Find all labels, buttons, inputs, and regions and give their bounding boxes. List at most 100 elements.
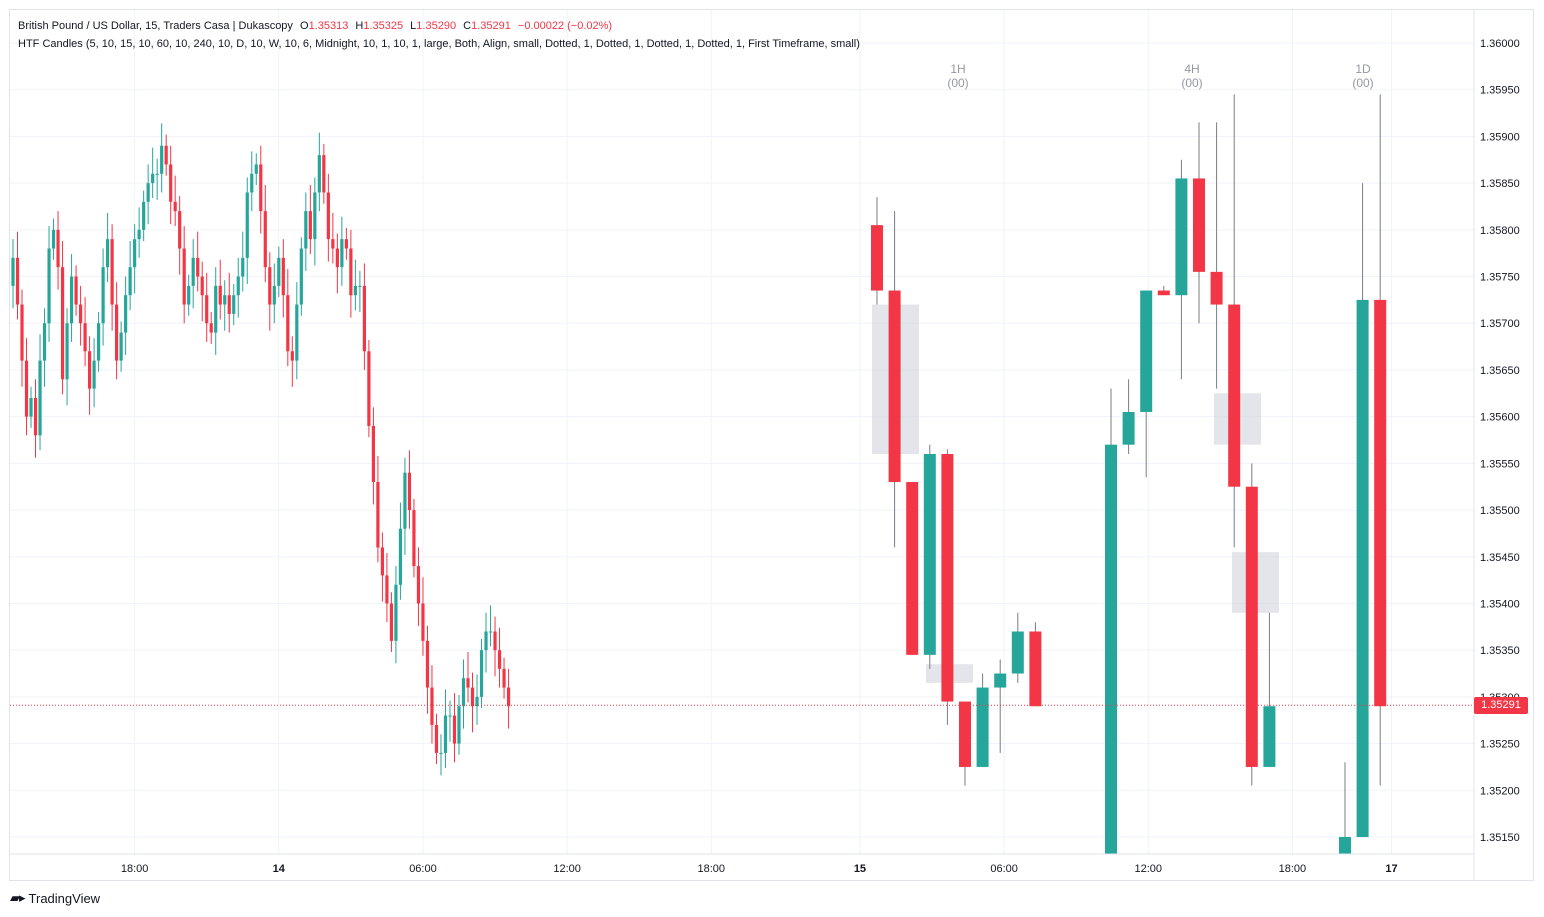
- htf-1h-candle-body: [994, 673, 1007, 688]
- candle-body: [155, 173, 159, 175]
- symbol-title: British Pound / US Dollar, 15, Traders C…: [18, 20, 293, 32]
- htf-label-title: 4H: [1184, 62, 1199, 76]
- candle-body: [353, 285, 357, 296]
- candle-body: [33, 397, 38, 436]
- candle-body: [110, 239, 114, 305]
- candle-body: [196, 257, 200, 277]
- price-tick-label: 1.36000: [1480, 38, 1520, 50]
- candle-body: [124, 295, 128, 333]
- candle-body: [290, 351, 294, 361]
- candle-body: [87, 351, 92, 389]
- price-tick-label: 1.35750: [1480, 272, 1520, 284]
- candle-body: [218, 285, 222, 305]
- htf-4h-candle-body: [1122, 411, 1135, 445]
- candle-body: [187, 285, 191, 305]
- price-tick-label: 1.35350: [1480, 645, 1520, 657]
- candle-body: [29, 397, 33, 417]
- candle-body: [254, 164, 258, 174]
- htf-1d-candle-body: [1374, 299, 1387, 707]
- candle-body: [15, 257, 20, 305]
- candle-body: [259, 164, 263, 212]
- candle-body: [349, 248, 353, 296]
- price-tick-label: 1.35900: [1480, 131, 1520, 143]
- candle-body: [502, 668, 506, 688]
- price-tick-label: 1.35850: [1480, 178, 1520, 190]
- candle-body: [407, 472, 412, 511]
- high-value: 1.35325: [363, 20, 404, 32]
- time-tick-label: 18:00: [1279, 863, 1307, 875]
- price-tick-label: 1.35400: [1480, 598, 1520, 610]
- price-tick-label: 1.35950: [1480, 85, 1520, 97]
- time-tick-label: 06:00: [409, 863, 437, 875]
- candle-body: [317, 155, 321, 193]
- candle-body: [277, 257, 281, 286]
- candle-body: [434, 724, 439, 753]
- symbol-row[interactable]: British Pound / US Dollar, 15, Traders C…: [18, 17, 860, 35]
- time-axis[interactable]: 18:00 14 06:00 12:00 18:00 15 06:00 12:00 18:00 1…: [10, 853, 1474, 875]
- candle-body: [439, 752, 443, 754]
- candle-body: [205, 295, 209, 324]
- htf-candles: [871, 94, 1387, 854]
- candle-body: [200, 276, 204, 296]
- candle-body: [20, 304, 24, 361]
- candle-body: [245, 192, 249, 258]
- candle-body: [169, 164, 173, 202]
- tradingview-logo-icon: ▰▸: [10, 890, 26, 905]
- candle-body: [241, 257, 245, 277]
- candle-body: [281, 257, 285, 296]
- candle-body: [371, 425, 375, 483]
- close-label: C: [463, 20, 472, 32]
- candle-body: [475, 696, 479, 707]
- chart-frame: [9, 9, 1534, 881]
- candle-body: [83, 323, 87, 352]
- price-tick-label: 1.35700: [1480, 318, 1520, 330]
- htf-4h-candle-body: [1140, 290, 1153, 412]
- candle-body: [65, 323, 69, 380]
- htf-4h-candle-body: [1263, 706, 1276, 767]
- candle-body: [430, 687, 434, 725]
- time-tick-label: 12:00: [553, 863, 581, 875]
- change-value: −0.00022 (−0.02%): [517, 20, 613, 32]
- htf-1d-candle-body: [1356, 299, 1369, 838]
- candle-body: [78, 304, 83, 324]
- candle-body: [106, 239, 110, 268]
- tradingview-logo[interactable]: ▰▸ TradingView: [10, 890, 100, 906]
- candle-body: [263, 211, 267, 268]
- candle-body: [96, 323, 101, 361]
- candle-body: [326, 192, 330, 240]
- low-value: 1.35290: [416, 20, 457, 32]
- htf-4h-candle-body: [1175, 178, 1188, 296]
- candle-body: [164, 145, 168, 165]
- candle-body: [385, 575, 389, 604]
- candle-body: [358, 285, 362, 287]
- candle-body: [443, 715, 448, 753]
- price-axis[interactable]: 1.36000 1.35950 1.35900 1.35850 1.35800 1.357…: [1473, 10, 1520, 880]
- candle-body: [295, 304, 299, 361]
- candle-body: [42, 323, 47, 361]
- candle-body: [47, 248, 51, 324]
- htf-1h-candle-body: [888, 290, 901, 483]
- low-label: L: [410, 20, 417, 32]
- time-tick-label: 14: [273, 863, 286, 875]
- indicator-row[interactable]: HTF Candles (5, 10, 15, 10, 60, 10, 240,…: [18, 35, 860, 53]
- candle-body: [344, 239, 348, 249]
- close-value: 1.35291: [471, 20, 511, 32]
- candle-body: [268, 267, 272, 305]
- candle-body: [24, 360, 29, 417]
- candle-body: [146, 183, 150, 202]
- htf-label-title: 1D: [1355, 62, 1371, 76]
- htf-4h-candle-body: [1228, 304, 1241, 487]
- candle-body: [470, 687, 475, 707]
- brand-name: TradingView: [28, 890, 101, 906]
- price-tick-label: 1.35550: [1480, 458, 1520, 470]
- candle-body: [74, 276, 78, 305]
- candle-body: [452, 715, 457, 744]
- candle-body: [11, 257, 15, 286]
- candle-body: [69, 276, 74, 324]
- time-tick-label: 18:00: [121, 863, 149, 875]
- candle-body: [421, 603, 425, 641]
- candle-body: [236, 276, 240, 296]
- candle-body: [178, 211, 182, 249]
- time-tick-label: 12:00: [1134, 863, 1162, 875]
